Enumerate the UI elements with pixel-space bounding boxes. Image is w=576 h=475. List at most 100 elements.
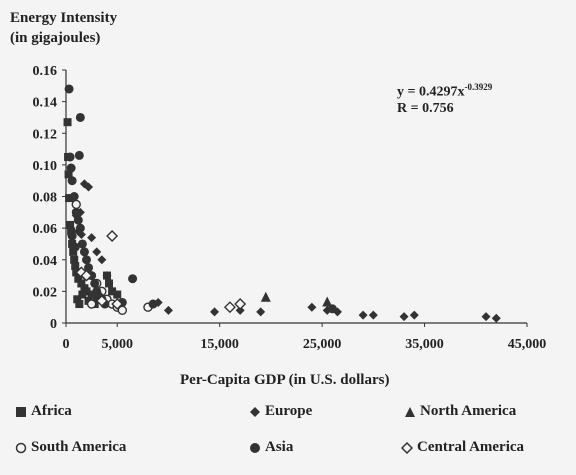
legend-label: North America bbox=[420, 403, 517, 419]
data-point-africa bbox=[73, 295, 82, 304]
x-tick-label: 35,000 bbox=[405, 337, 444, 352]
triangle-marker-icon bbox=[405, 406, 415, 417]
data-point-asia bbox=[69, 192, 79, 201]
data-point-europe bbox=[368, 310, 378, 320]
data-point-asia bbox=[67, 231, 77, 241]
data-point-africa bbox=[63, 118, 72, 127]
y-tick-label: 0.06 bbox=[33, 222, 58, 237]
data-point-europe bbox=[84, 182, 94, 192]
data-point-north-america bbox=[322, 296, 333, 307]
data-point-europe bbox=[491, 313, 501, 323]
data-point-africa bbox=[64, 170, 73, 179]
correlation-text: R = 0.756 bbox=[397, 101, 454, 116]
data-point-north-america bbox=[260, 291, 271, 302]
data-point-south-america bbox=[71, 199, 81, 210]
data-point-asia bbox=[128, 274, 138, 284]
y-tick-label: 0.12 bbox=[33, 127, 58, 142]
data-point-central-america bbox=[95, 294, 108, 307]
data-point-europe bbox=[92, 247, 102, 257]
data-point-europe bbox=[235, 305, 245, 315]
data-point-asia bbox=[148, 299, 158, 309]
data-point-europe bbox=[307, 302, 317, 312]
y-axis-label: Energy Intensity bbox=[10, 10, 118, 26]
data-point-south-america bbox=[86, 299, 97, 309]
equation-exponent: -0.3929 bbox=[464, 82, 493, 92]
data-point-africa bbox=[65, 194, 74, 203]
y-tick-label: 0.08 bbox=[33, 191, 58, 206]
data-point-asia bbox=[70, 242, 80, 252]
data-point-asia bbox=[75, 112, 85, 122]
legend-item-asia: Asia bbox=[249, 439, 293, 456]
data-point-europe bbox=[163, 305, 173, 315]
data-point-europe bbox=[358, 310, 368, 320]
y-tick-label: 0.02 bbox=[33, 285, 58, 300]
data-point-africa bbox=[113, 290, 122, 299]
data-point-europe bbox=[102, 271, 112, 281]
y-tick-label: 0.04 bbox=[33, 254, 58, 269]
legend-item-europe: Europe bbox=[249, 403, 312, 420]
data-point-europe bbox=[409, 310, 419, 320]
y-tick-label: 0.14 bbox=[33, 96, 58, 111]
y-tick-label: 0 bbox=[50, 317, 57, 332]
data-point-africa bbox=[67, 227, 76, 236]
legend-item-north-america: North America bbox=[404, 403, 516, 420]
x-tick-label: 25,000 bbox=[303, 337, 342, 352]
data-point-asia bbox=[73, 215, 83, 225]
data-point-europe bbox=[210, 307, 220, 317]
data-point-central-america bbox=[111, 298, 124, 311]
data-point-africa bbox=[78, 290, 87, 299]
open-diamond-marker-icon bbox=[401, 441, 413, 454]
trendline-equation: y = 0.4297x-0.3929 bbox=[397, 82, 492, 101]
data-point-europe bbox=[399, 312, 409, 322]
data-point-asia bbox=[81, 255, 91, 265]
data-point-africa bbox=[74, 274, 83, 283]
data-point-asia bbox=[79, 247, 89, 257]
data-point-africa bbox=[70, 255, 79, 264]
data-point-asia bbox=[75, 223, 85, 233]
data-point-central-america bbox=[80, 269, 93, 282]
data-point-africa bbox=[108, 287, 117, 296]
data-point-asia bbox=[65, 152, 75, 162]
data-point-africa bbox=[87, 290, 96, 299]
open-circle-marker-icon bbox=[15, 442, 27, 453]
diamond-marker-icon bbox=[250, 406, 260, 417]
data-point-asia bbox=[64, 84, 74, 94]
legend-item-south-america: South America bbox=[15, 439, 126, 456]
x-tick-label: 5,000 bbox=[101, 337, 133, 352]
legend-item-africa: Africa bbox=[15, 403, 72, 420]
data-point-africa bbox=[69, 247, 78, 256]
data-point-asia bbox=[67, 176, 77, 186]
x-tick-label: 15,000 bbox=[200, 337, 239, 352]
legend-label: Central America bbox=[417, 439, 525, 455]
square-marker-icon bbox=[16, 406, 26, 417]
y-axis-unit: (in gigajoules) bbox=[10, 30, 101, 46]
data-point-africa bbox=[66, 220, 75, 229]
legend-label: Asia bbox=[265, 439, 294, 455]
data-point-europe bbox=[87, 233, 97, 243]
legend-item-central-america: Central America bbox=[401, 439, 524, 456]
data-point-africa bbox=[77, 279, 86, 288]
y-tick-label: 0.16 bbox=[33, 64, 58, 79]
data-point-asia bbox=[327, 304, 337, 314]
y-tick-label: 0.10 bbox=[33, 159, 58, 174]
legend-label: Europe bbox=[265, 403, 313, 419]
x-axis-label: Per-Capita GDP (in U.S. dollars) bbox=[180, 372, 390, 388]
equation-base: y = 0.4297x bbox=[397, 84, 465, 100]
data-point-europe bbox=[256, 307, 266, 317]
data-point-europe bbox=[97, 255, 107, 265]
data-point-asia bbox=[74, 150, 84, 160]
data-point-central-america bbox=[223, 301, 236, 314]
legend-label: Africa bbox=[31, 403, 72, 419]
data-point-africa bbox=[82, 287, 91, 296]
data-point-africa bbox=[71, 262, 80, 271]
data-point-asia bbox=[77, 239, 87, 249]
circle-marker-icon bbox=[250, 442, 260, 453]
data-point-central-america bbox=[234, 298, 247, 311]
data-point-central-america bbox=[106, 230, 119, 243]
data-point-africa bbox=[75, 300, 84, 309]
data-point-asia bbox=[66, 163, 76, 173]
x-tick-label: 0 bbox=[63, 337, 70, 352]
legend-label: South America bbox=[31, 439, 127, 455]
x-tick-label: 45,000 bbox=[508, 337, 547, 352]
